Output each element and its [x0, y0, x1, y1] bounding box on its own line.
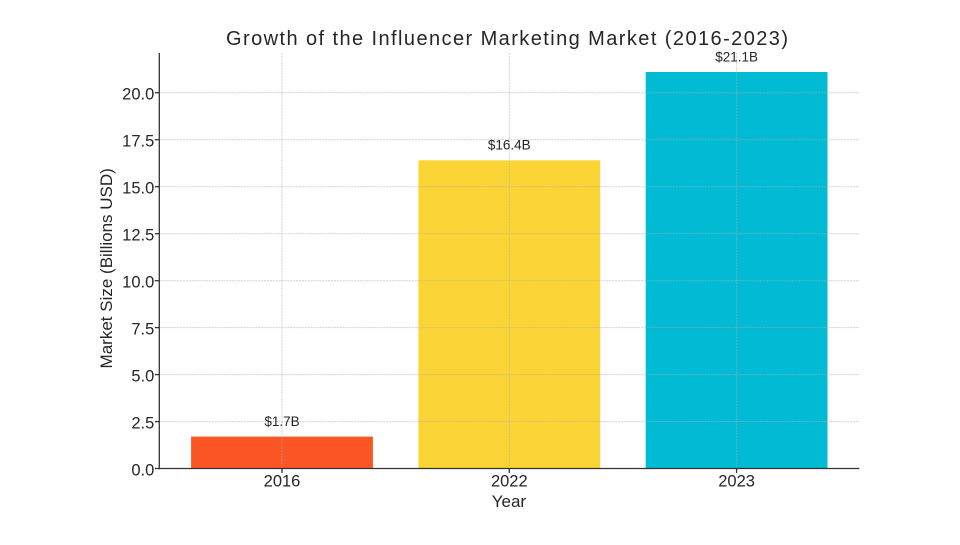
- svg-text:5.0: 5.0: [131, 367, 154, 385]
- svg-text:17.5: 17.5: [122, 133, 154, 151]
- svg-text:Year: Year: [492, 492, 527, 511]
- svg-text:7.5: 7.5: [131, 320, 154, 338]
- svg-text:12.5: 12.5: [122, 227, 154, 245]
- svg-text:$21.1B: $21.1B: [715, 50, 758, 65]
- svg-text:$1.7B: $1.7B: [264, 414, 299, 429]
- svg-text:10.0: 10.0: [122, 274, 154, 292]
- svg-text:0.0: 0.0: [131, 461, 154, 479]
- svg-text:Market Size (Billions USD): Market Size (Billions USD): [97, 168, 116, 368]
- svg-text:2023: 2023: [718, 473, 755, 491]
- svg-text:2022: 2022: [491, 473, 528, 491]
- svg-text:2016: 2016: [264, 473, 301, 491]
- svg-text:2.5: 2.5: [131, 414, 154, 432]
- svg-text:$16.4B: $16.4B: [488, 138, 531, 153]
- svg-text:20.0: 20.0: [122, 86, 154, 104]
- svg-text:15.0: 15.0: [122, 180, 154, 198]
- svg-text:Growth of the Influencer Marke: Growth of the Influencer Marketing Marke…: [226, 28, 788, 50]
